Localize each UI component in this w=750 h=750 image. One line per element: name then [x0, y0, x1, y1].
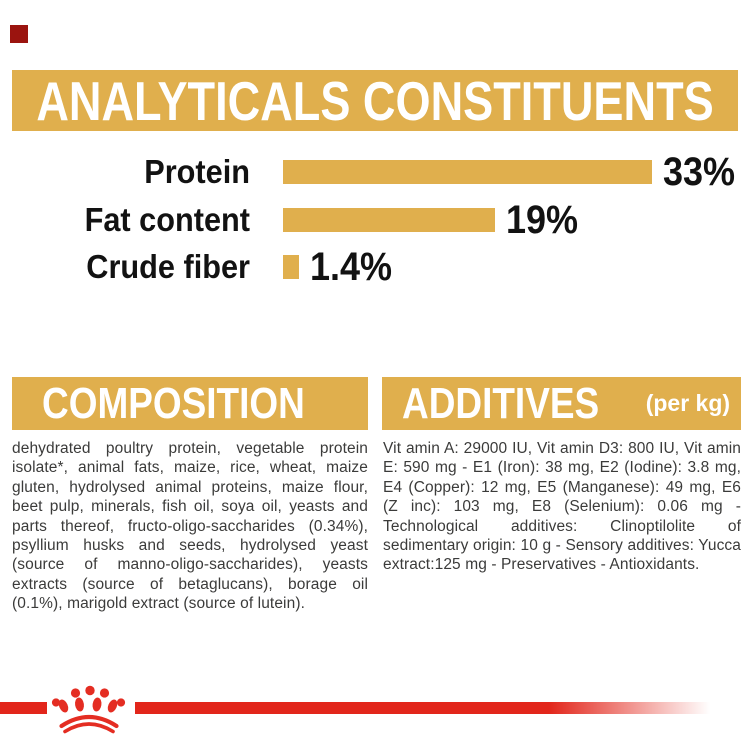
bar-value-label: 1.4% [309, 245, 392, 289]
bar [283, 160, 652, 184]
analyticals-banner: ANALYTICALS CONSTITUENTS [12, 69, 738, 132]
footer-red-band-left [0, 702, 47, 714]
bar-category-label: Fat content [84, 200, 250, 238]
additives-title: ADDITIVES [402, 378, 600, 428]
bar-category-label: Crude fiber [86, 248, 250, 285]
bar [283, 255, 299, 279]
footer-red-band-right [135, 702, 710, 714]
additives-title-suffix: (per kg) [645, 390, 731, 416]
crown-paw-logo-icon [51, 685, 126, 734]
composition-title: COMPOSITION [42, 378, 305, 428]
additives-body: Vit amin A: 29000 IU, Vit amin D3: 800 I… [383, 440, 741, 574]
bar [283, 207, 496, 232]
composition-body: dehydrated poultry protein, vegetable pr… [12, 440, 368, 613]
red-corner-mark [10, 25, 28, 43]
banner-title: ANALYTICALS CONSTITUENTS [36, 69, 714, 132]
bar-category-label: Protein [144, 153, 250, 190]
bar-value-label: 33% [663, 150, 736, 194]
composition-header: COMPOSITION [12, 377, 368, 430]
additives-header: ADDITIVES (per kg) [382, 377, 741, 430]
bar-value-label: 19% [506, 197, 579, 242]
